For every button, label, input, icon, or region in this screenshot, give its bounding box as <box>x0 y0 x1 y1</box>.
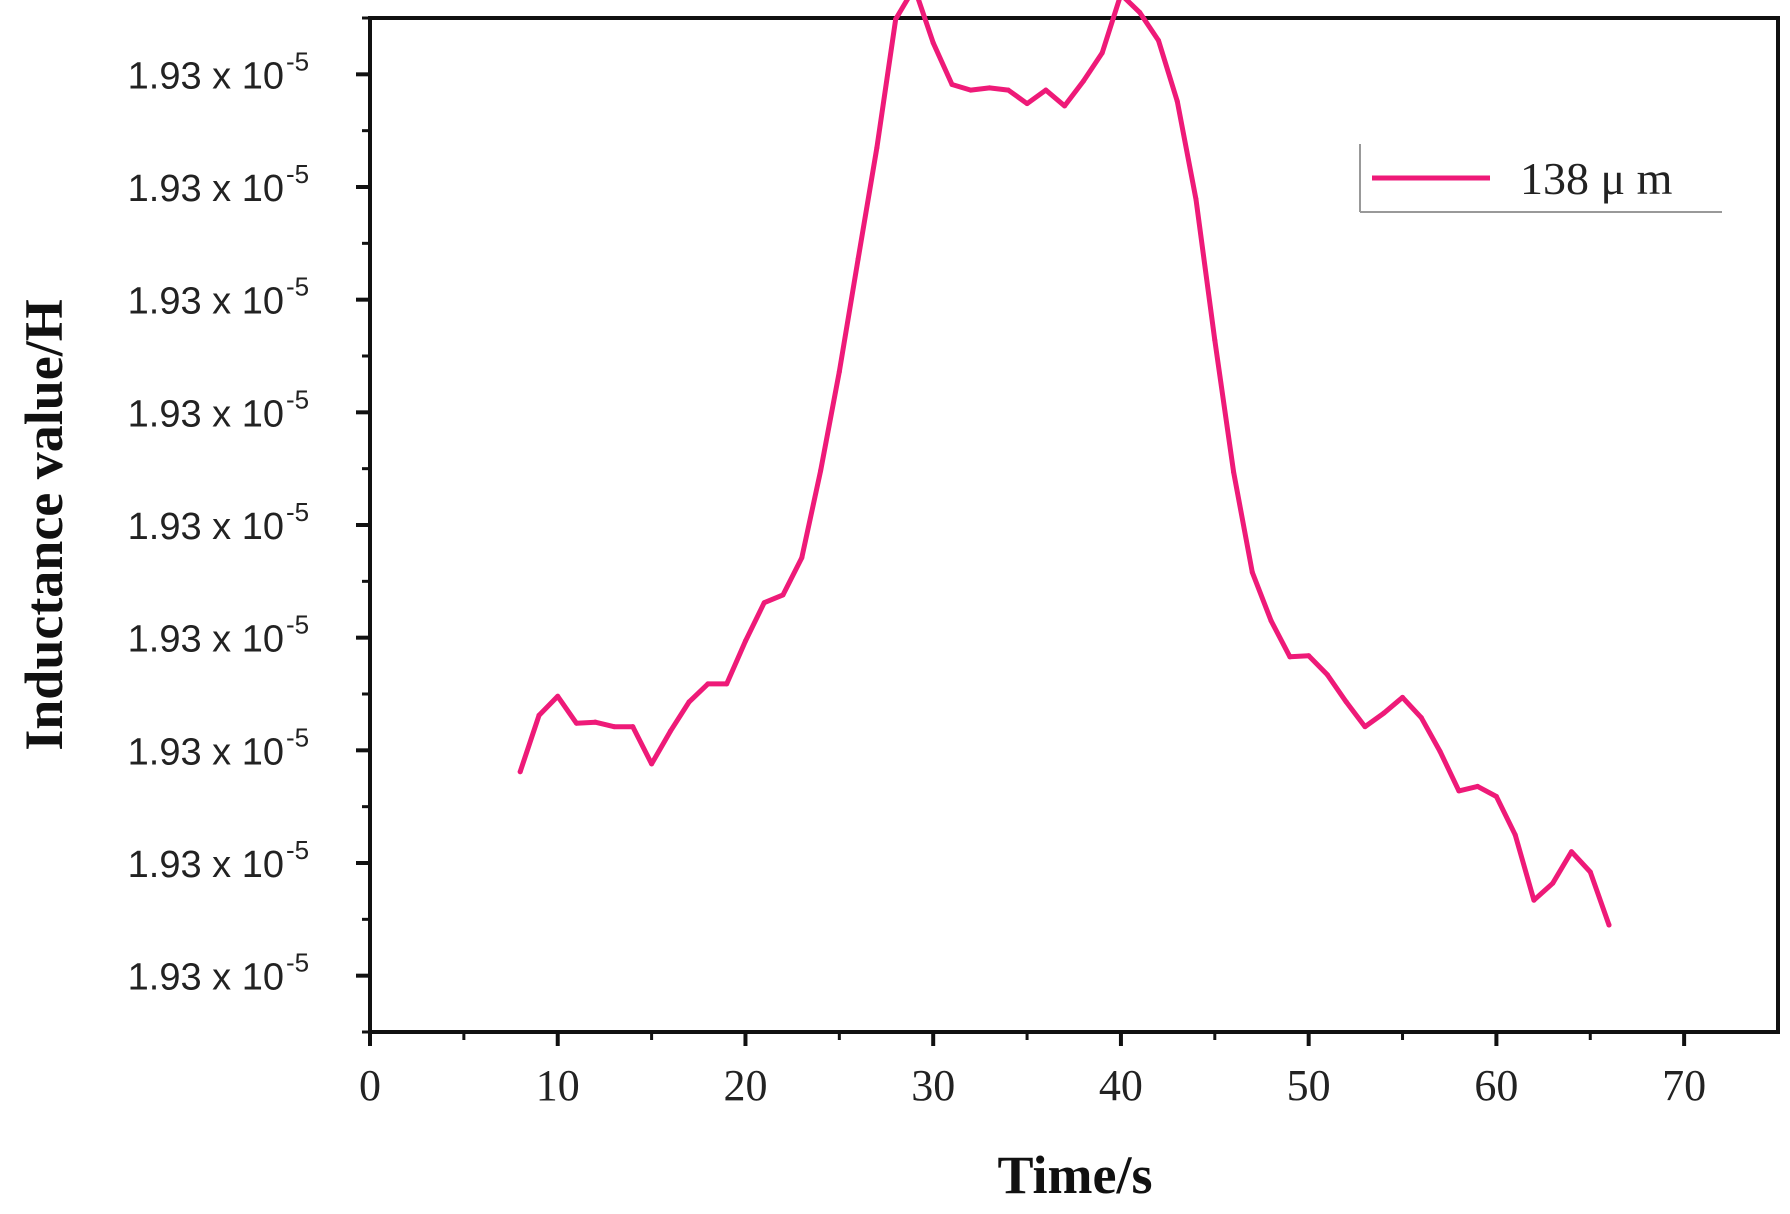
data-point <box>874 145 880 151</box>
y-axis-tick-labels: 1.93 x 10 -51.93 x 10 -51.93 x 10 -51.93 x … <box>128 46 309 998</box>
data-point <box>1137 9 1143 15</box>
data-point <box>1437 748 1443 754</box>
y-tick-label-exponent: -5 <box>286 835 309 865</box>
data-point <box>1212 337 1218 343</box>
x-tick-label: 0 <box>359 1061 381 1110</box>
x-tick-label: 30 <box>911 1061 955 1110</box>
data-point <box>855 256 861 262</box>
y-tick-label: 1.93 x 10 <box>128 731 284 773</box>
data-point <box>799 555 805 561</box>
data-point <box>1568 849 1574 855</box>
data-point <box>1231 469 1237 475</box>
data-point <box>667 728 673 734</box>
y-tick-label-exponent: -5 <box>286 497 309 527</box>
y-tick-label-exponent: -5 <box>286 46 309 76</box>
y-tick-label-exponent: -5 <box>286 722 309 752</box>
data-point <box>630 724 636 730</box>
data-point <box>818 468 824 474</box>
data-point <box>1550 880 1556 886</box>
data-point <box>1193 196 1199 202</box>
data-point <box>686 699 692 705</box>
plot-frame <box>368 16 1780 1034</box>
data-point <box>1062 103 1068 109</box>
data-point <box>836 369 842 375</box>
data-point <box>592 719 598 725</box>
x-tick-label: 50 <box>1287 1061 1331 1110</box>
data-point <box>705 681 711 687</box>
data-point <box>1512 832 1518 838</box>
data-point <box>1456 788 1462 794</box>
legend-label: 138 μ m <box>1520 153 1673 204</box>
data-point <box>1080 78 1086 84</box>
data-point <box>517 769 523 775</box>
data-point <box>1531 897 1537 903</box>
data-point <box>1400 694 1406 700</box>
data-point <box>1024 101 1030 107</box>
y-axis-title: Inductance value/H <box>14 299 74 751</box>
y-tick-label-exponent: -5 <box>286 610 309 640</box>
data-point <box>574 720 580 726</box>
data-point <box>1418 715 1424 721</box>
data-point <box>949 81 955 87</box>
x-axis-tick-labels: 0 10 20 30 40 50 60 70 <box>359 1061 1706 1110</box>
data-point <box>1043 87 1049 93</box>
y-tick-label: 1.93 x 10 <box>128 844 284 886</box>
data-point <box>1099 50 1105 56</box>
data-point <box>1155 38 1161 44</box>
x-tick-label: 70 <box>1662 1061 1706 1110</box>
data-point <box>1606 922 1612 928</box>
data-point <box>724 681 730 687</box>
series-points <box>517 9 1612 928</box>
data-point <box>780 592 786 598</box>
data-point <box>1587 869 1593 875</box>
data-point <box>987 85 993 91</box>
x-tick-label: 20 <box>723 1061 767 1110</box>
data-point <box>1249 569 1255 575</box>
data-point <box>1493 794 1499 800</box>
data-point <box>1475 783 1481 789</box>
data-point <box>1381 710 1387 716</box>
x-axis-title: Time/s <box>997 1145 1152 1205</box>
data-point <box>1287 654 1293 660</box>
data-point <box>930 40 936 46</box>
data-point <box>1324 672 1330 678</box>
y-tick-label-exponent: -5 <box>286 159 309 189</box>
x-tick-label: 10 <box>536 1061 580 1110</box>
y-tick-label: 1.93 x 10 <box>128 168 284 210</box>
y-axis-major-ticks <box>356 72 370 978</box>
data-point <box>1362 724 1368 730</box>
x-tick-label: 60 <box>1474 1061 1518 1110</box>
data-point <box>1306 653 1312 659</box>
data-point <box>742 638 748 644</box>
data-point <box>649 761 655 767</box>
data-point <box>761 600 767 606</box>
y-tick-label-exponent: -5 <box>286 384 309 414</box>
y-tick-label-exponent: -5 <box>286 272 309 302</box>
data-point <box>555 693 561 699</box>
y-tick-label: 1.93 x 10 <box>128 281 284 323</box>
data-point <box>893 16 899 22</box>
data-point <box>1005 87 1011 93</box>
y-tick-label: 1.93 x 10 <box>128 55 284 97</box>
legend: 138 μ m <box>1359 144 1722 213</box>
y-tick-label: 1.93 x 10 <box>128 506 284 548</box>
y-tick-label: 1.93 x 10 <box>128 957 284 999</box>
data-point <box>968 87 974 93</box>
y-tick-label-exponent: -5 <box>286 948 309 978</box>
data-point <box>1174 98 1180 104</box>
x-axis-ticks <box>368 1032 1687 1046</box>
y-tick-label: 1.93 x 10 <box>128 619 284 661</box>
data-point <box>611 724 617 730</box>
y-tick-label: 1.93 x 10 <box>128 393 284 435</box>
x-tick-label: 40 <box>1099 1061 1143 1110</box>
series-line-138um <box>517 0 1612 928</box>
data-point <box>1268 618 1274 624</box>
data-point <box>536 712 542 718</box>
data-point <box>1343 699 1349 705</box>
